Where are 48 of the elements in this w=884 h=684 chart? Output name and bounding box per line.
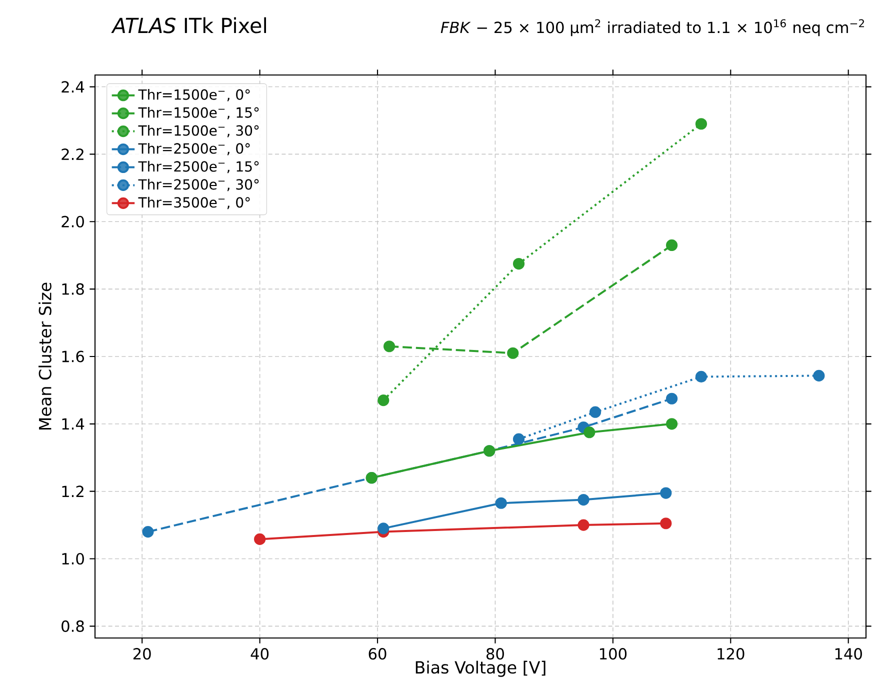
x-tick-label: 40 [250, 648, 269, 660]
point [813, 370, 825, 382]
x-tick-label: 60 [368, 648, 386, 660]
y-tick-label: 1.8 [62, 283, 84, 295]
point [584, 426, 596, 438]
y-tick-label: 2.2 [62, 148, 84, 160]
point [512, 433, 525, 445]
point [578, 519, 590, 531]
y-tick-label: 1.0 [62, 552, 84, 565]
point [660, 518, 672, 530]
point [695, 118, 708, 130]
x-tick-label: 120 [718, 648, 744, 660]
point [495, 497, 507, 509]
legend-label: Thr=1500e$^{−}$, 30° [138, 124, 259, 138]
point [589, 406, 602, 418]
y-tick-label: 0.8 [62, 620, 84, 632]
legend-label: Thr=2500e$^{−}$, 0° [138, 142, 250, 156]
x-axis-title: Bias Voltage [V] [416, 660, 546, 677]
chart-title: ATLAS ITk Pixel [111, 17, 266, 34]
point [666, 418, 678, 430]
legend-label: Thr=3500e$^{−}$, 0° [138, 196, 250, 210]
point [507, 347, 519, 359]
y-tick-label: 1.2 [62, 486, 84, 498]
chart-subtitle: FBK − 25 × 100 μm$^{2}$ irradiated to 1.1 × 10$^{16}$ neq cm$^{−2}$ [440, 19, 864, 36]
x-tick-label: 20 [133, 648, 151, 660]
y-tick-label: 1.6 [62, 350, 84, 362]
point [578, 494, 590, 506]
legend-label: Thr=1500e$^{−}$, 15° [138, 107, 259, 120]
y-tick-label: 1.4 [62, 418, 84, 430]
point [666, 392, 678, 404]
y-axis-title: Mean Cluster Size [38, 282, 52, 430]
x-tick-label: 100 [600, 648, 627, 660]
legend-label: Thr=2500e$^{−}$, 30° [138, 178, 259, 192]
point [254, 533, 266, 546]
x-tick-label: 80 [486, 648, 504, 660]
point [660, 487, 672, 499]
point [142, 526, 154, 538]
point [378, 394, 390, 406]
legend-label: Thr=1500e$^{−}$, 0° [138, 89, 250, 102]
point [512, 258, 525, 270]
x-tick-label: 140 [835, 648, 862, 660]
point [666, 239, 678, 252]
point [378, 522, 390, 534]
point [383, 340, 396, 352]
y-tick-label: 2.4 [62, 81, 84, 92]
point [695, 370, 708, 383]
y-tick-label: 2.0 [62, 216, 84, 228]
legend-label: Thr=2500e$^{−}$, 15° [138, 160, 259, 174]
